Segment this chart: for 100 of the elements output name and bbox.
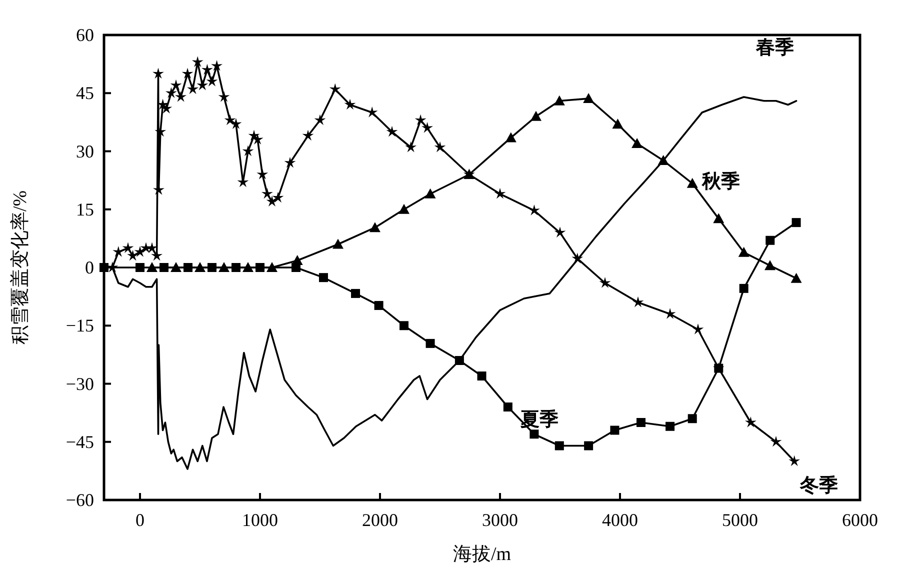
point <box>230 118 242 129</box>
point <box>494 188 506 199</box>
annotation: 秋季 <box>700 170 740 192</box>
y-tick-label: −45 <box>66 432 94 452</box>
point <box>612 118 624 129</box>
point <box>505 132 516 142</box>
x-tick-label: 4000 <box>602 510 638 530</box>
point <box>764 260 776 270</box>
point <box>414 114 426 126</box>
point <box>122 242 134 253</box>
point <box>398 204 410 214</box>
point <box>572 252 584 264</box>
point <box>292 263 300 272</box>
point <box>201 64 213 75</box>
point <box>792 218 801 228</box>
x-tick-label: 2000 <box>362 510 398 530</box>
point <box>146 242 158 253</box>
point <box>766 236 775 245</box>
point <box>744 416 756 428</box>
x-axis-title: 海拔/m <box>452 544 512 565</box>
point <box>610 426 620 435</box>
x-tick-label: 0 <box>136 510 144 530</box>
point <box>232 263 240 272</box>
point <box>374 300 384 310</box>
point <box>583 93 594 104</box>
point <box>182 68 194 79</box>
point <box>284 156 296 168</box>
y-tick-label: −30 <box>66 374 94 394</box>
point <box>242 145 254 156</box>
point <box>192 56 204 67</box>
point <box>272 192 284 203</box>
point <box>136 263 144 272</box>
point <box>554 441 564 450</box>
point <box>344 98 356 110</box>
y-tick-label: 60 <box>76 25 94 45</box>
point <box>165 87 177 98</box>
point <box>790 272 802 283</box>
point <box>636 418 646 427</box>
y-axis-title: 积雪覆盖变化率/% <box>9 190 31 345</box>
point <box>208 263 216 272</box>
point <box>584 441 594 450</box>
point <box>261 188 273 199</box>
point <box>692 324 704 334</box>
point <box>170 79 182 90</box>
point <box>554 95 565 106</box>
annotation: 夏季 <box>520 408 559 431</box>
point <box>175 91 187 102</box>
point <box>530 110 542 121</box>
point <box>666 422 675 431</box>
point <box>554 226 566 238</box>
point <box>332 238 344 249</box>
y-tick-label: 0 <box>85 258 94 278</box>
y-tick-label: 30 <box>76 141 94 162</box>
point <box>318 273 328 282</box>
annotation: 冬季 <box>799 474 838 496</box>
point <box>713 213 724 224</box>
point <box>770 436 782 447</box>
point <box>224 114 236 126</box>
point <box>184 263 192 272</box>
point <box>152 68 164 79</box>
point <box>688 414 697 424</box>
point <box>160 263 168 272</box>
point <box>400 321 408 330</box>
point <box>256 263 264 272</box>
point <box>599 277 611 288</box>
point <box>426 338 435 348</box>
x-tick-label: 6000 <box>842 510 878 530</box>
point <box>422 122 433 133</box>
point <box>329 83 341 94</box>
annotation: 春季 <box>754 36 794 59</box>
point <box>266 196 278 206</box>
point <box>658 155 669 166</box>
point <box>386 126 398 137</box>
point <box>528 204 540 216</box>
point <box>314 114 326 126</box>
x-tick-label: 1000 <box>242 510 278 530</box>
point <box>206 76 218 86</box>
point <box>127 250 139 261</box>
point <box>369 222 380 232</box>
point <box>187 83 199 94</box>
y-tick-label: 15 <box>76 199 94 220</box>
point <box>112 246 124 257</box>
point <box>530 430 539 439</box>
point <box>788 455 800 466</box>
point <box>632 296 644 308</box>
point <box>405 141 417 152</box>
point <box>738 246 750 257</box>
y-tick-label: −15 <box>66 316 94 336</box>
y-tick-label: −60 <box>66 490 94 510</box>
point <box>739 284 748 293</box>
point <box>302 130 314 141</box>
point <box>454 356 464 365</box>
point <box>503 402 512 412</box>
point <box>434 141 446 152</box>
point <box>218 91 230 102</box>
point <box>211 60 223 71</box>
x-tick-label: 3000 <box>482 510 518 530</box>
point <box>424 188 436 198</box>
point <box>351 288 360 298</box>
x-tick-label: 5000 <box>722 510 758 530</box>
